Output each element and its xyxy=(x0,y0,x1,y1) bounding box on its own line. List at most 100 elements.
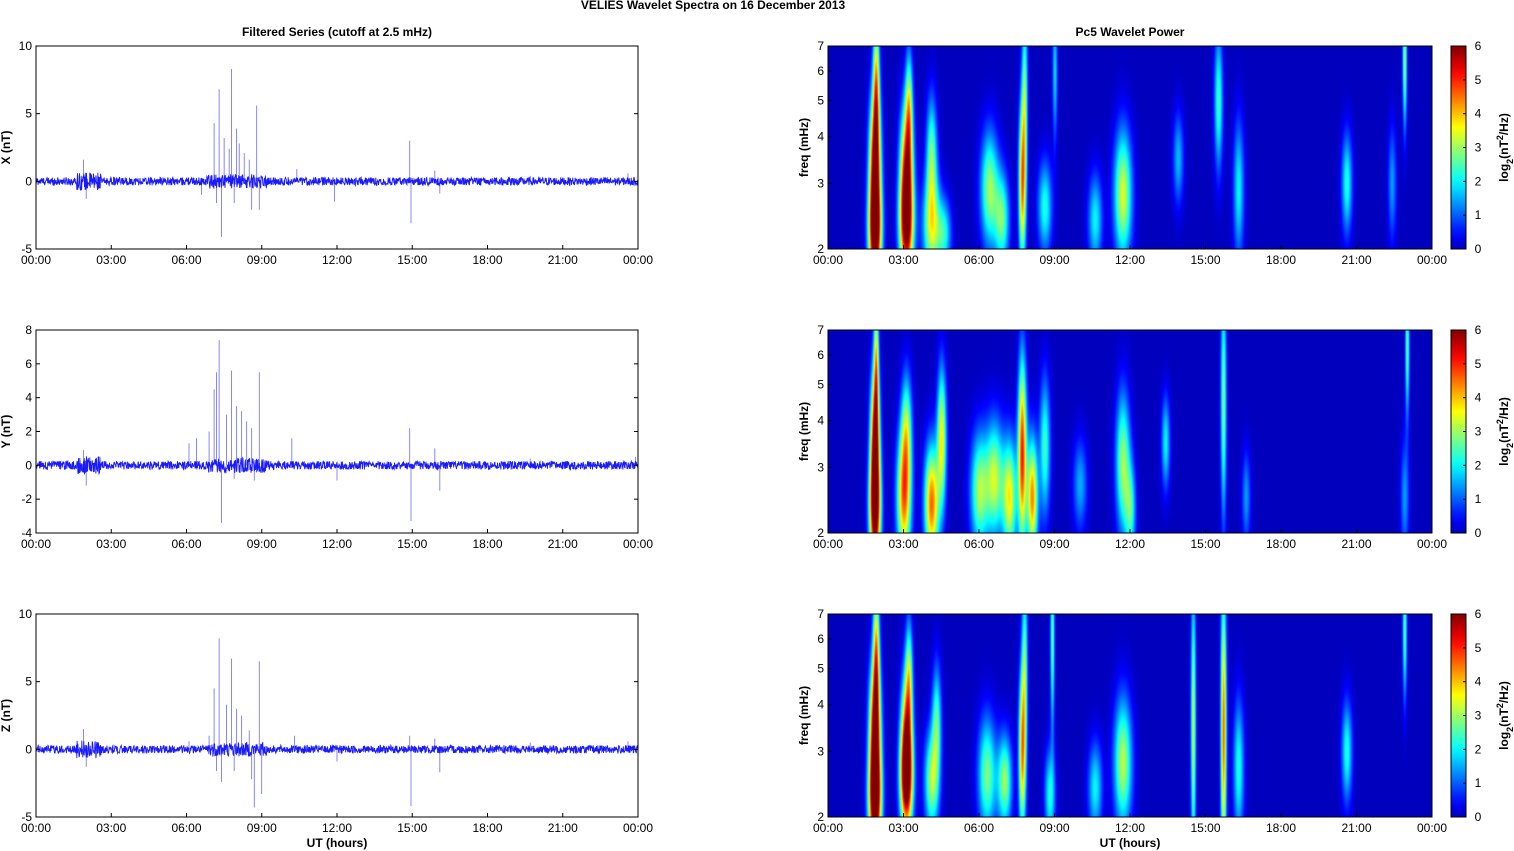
ytick-label: -2 xyxy=(21,492,32,506)
colorbar-label-end: /Hz) xyxy=(1497,113,1511,135)
wavelet-power-image xyxy=(828,330,1432,533)
ytick-label: 4 xyxy=(817,130,824,144)
x-axis-label: UT (hours) xyxy=(307,836,368,850)
sp-xtick-label: 21:00 xyxy=(1341,253,1371,267)
colorbar-label-end: /Hz) xyxy=(1497,681,1511,703)
ts-xtick-label: 21:00 xyxy=(548,253,578,267)
sp-xtick-label: 12:00 xyxy=(1115,537,1145,551)
ts-xtick-label: 18:00 xyxy=(472,537,502,551)
colorbar-tick-label: 5 xyxy=(1475,73,1482,87)
colorbar-label-main: log xyxy=(1497,164,1511,182)
ts-xtick-label: 06:00 xyxy=(171,537,201,551)
ytick-label: 5 xyxy=(25,675,32,689)
ts-xtick-label: 00:00 xyxy=(21,537,51,551)
ts-xtick-label: 09:00 xyxy=(247,537,277,551)
colorbar-label-end: /Hz) xyxy=(1497,397,1511,419)
ts-xtick-label: 06:00 xyxy=(171,253,201,267)
ytick-label: 0 xyxy=(25,458,32,472)
sp-xtick-label: 00:00 xyxy=(1417,253,1447,267)
ts-xtick-label: 03:00 xyxy=(96,821,126,835)
ts-xtick-label: 03:00 xyxy=(96,253,126,267)
sp-xtick-label: 12:00 xyxy=(1115,253,1145,267)
sp-xtick-label: 09:00 xyxy=(1039,253,1069,267)
sp-xtick-label: 09:00 xyxy=(1039,537,1069,551)
spectrogram-panel-y: 2 3 4 5 6 7 00:00 03:00 06:00 09:00 12:00 15:00 18:0… xyxy=(797,323,1514,551)
ytick-label: 6 xyxy=(25,357,32,371)
ytick-label: 7 xyxy=(817,39,824,53)
sp-xtick-label: 06:00 xyxy=(964,537,994,551)
colorbar-label-sup: 2 xyxy=(1495,703,1505,708)
sp-xtick-label: 00:00 xyxy=(1417,821,1447,835)
ts-xtick-label: 09:00 xyxy=(247,253,277,267)
timeseries-panel-y: -4 -2 0 2 4 6 8 00:00 03:00 06:00 09:00 12:00 15:00 1… xyxy=(0,323,653,551)
colorbar-label-rest: (nT xyxy=(1497,708,1511,727)
y-axis-label: freq (mHz) xyxy=(797,402,811,461)
ts-xtick-label: 21:00 xyxy=(548,821,578,835)
colorbar-tick-label: 2 xyxy=(1475,458,1482,472)
colorbar-tick-label: 2 xyxy=(1475,742,1482,756)
plot-area xyxy=(36,614,638,817)
colorbar-tick-label: 1 xyxy=(1475,208,1482,222)
colorbar-label-sup: 2 xyxy=(1495,135,1505,140)
sp-xtick-label: 18:00 xyxy=(1266,253,1296,267)
sp-xtick-label: 15:00 xyxy=(1190,821,1220,835)
sp-xtick-label: 21:00 xyxy=(1341,821,1371,835)
sp-xtick-label: 21:00 xyxy=(1341,537,1371,551)
ts-xtick-label: 15:00 xyxy=(397,821,427,835)
colorbar-tick-label: 1 xyxy=(1475,492,1482,506)
sp-xtick-label: 18:00 xyxy=(1266,821,1296,835)
ts-xtick-label: 06:00 xyxy=(171,821,201,835)
ytick-label: 4 xyxy=(817,698,824,712)
ts-xtick-label: 18:00 xyxy=(472,821,502,835)
colorbar-tick-label: 4 xyxy=(1475,391,1482,405)
colorbar-tick-label: 3 xyxy=(1475,709,1482,723)
sp-xtick-label: 06:00 xyxy=(964,821,994,835)
ts-xtick-label: 21:00 xyxy=(548,537,578,551)
colorbar-label-sub: 2 xyxy=(1505,727,1514,732)
ytick-label: 2 xyxy=(817,810,824,824)
ts-xtick-label: 00:00 xyxy=(21,821,51,835)
colorbar-tick-label: 3 xyxy=(1475,425,1482,439)
ytick-label: 5 xyxy=(25,107,32,121)
ytick-label: 7 xyxy=(817,323,824,337)
sp-xtick-label: 00:00 xyxy=(813,537,843,551)
colorbar-label: log2(nT2/Hz) xyxy=(1495,397,1514,466)
ts-xtick-label: 00:00 xyxy=(623,821,653,835)
sp-xtick-label: 12:00 xyxy=(1115,821,1145,835)
ytick-label: 3 xyxy=(817,176,824,190)
series-line xyxy=(35,172,639,191)
ytick-label: 2 xyxy=(817,242,824,256)
ytick-label: 5 xyxy=(817,94,824,108)
ytick-label: 4 xyxy=(25,391,32,405)
colorbar-tick-label: 3 xyxy=(1475,141,1482,155)
colorbar-tick-label: 4 xyxy=(1475,675,1482,689)
ytick-label: 3 xyxy=(817,460,824,474)
colorbar-tick-label: 0 xyxy=(1475,526,1482,540)
ts-xtick-label: 12:00 xyxy=(322,253,352,267)
colorbar-label-rest: (nT xyxy=(1497,424,1511,443)
ts-xtick-label: 15:00 xyxy=(397,253,427,267)
timeseries-panel-z: -5 0 5 10 00:00 03:00 06:00 09:00 12:00 15:00 18:0… xyxy=(0,607,653,850)
plot-area xyxy=(36,330,638,533)
sp-xtick-label: 00:00 xyxy=(813,821,843,835)
sp-xtick-label: 00:00 xyxy=(813,253,843,267)
y-axis-label: freq (mHz) xyxy=(797,686,811,745)
left-column-title: Filtered Series (cutoff at 2.5 mHz) xyxy=(242,25,432,39)
sp-xtick-label: 03:00 xyxy=(888,253,918,267)
sp-xtick-label: 18:00 xyxy=(1266,537,1296,551)
colorbar-tick-label: 0 xyxy=(1475,810,1482,824)
ytick-label: 6 xyxy=(817,348,824,362)
sp-xtick-label: 09:00 xyxy=(1039,821,1069,835)
colorbar-label-rest: (nT xyxy=(1497,140,1511,159)
colorbar-tick-label: 1 xyxy=(1475,776,1482,790)
plot-area xyxy=(36,46,638,249)
colorbar-label-main: log xyxy=(1497,732,1511,750)
ytick-label: 5 xyxy=(817,662,824,676)
figure-suptitle: VELIES Wavelet Spectra on 16 December 20… xyxy=(581,0,846,12)
colorbar-tick-label: 5 xyxy=(1475,641,1482,655)
series-line xyxy=(35,740,639,759)
colorbar-tick-label: 4 xyxy=(1475,107,1482,121)
spectrogram-panel-z: 2 3 4 5 6 7 00:00 03:00 06:00 09:00 12:00 15:00 18:0… xyxy=(797,607,1514,850)
colorbar-label-sub: 2 xyxy=(1505,443,1514,448)
